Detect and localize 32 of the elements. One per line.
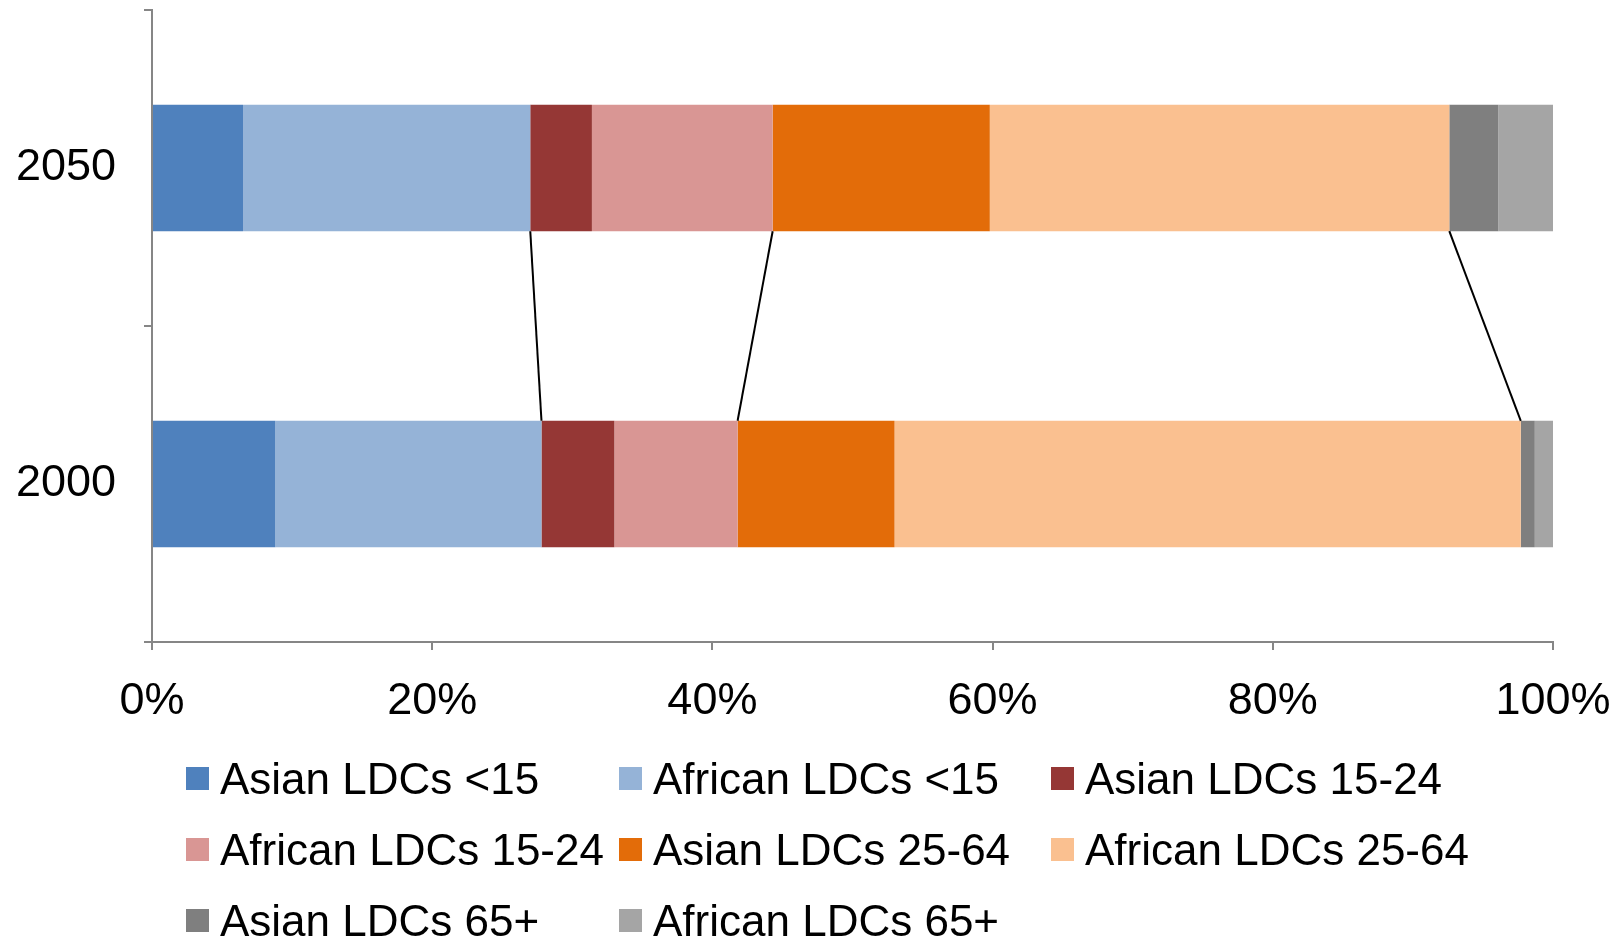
- y-tick-label: 2000: [15, 455, 116, 507]
- legend-label: Asian LDCs <15: [220, 753, 540, 804]
- bar: [614, 420, 738, 548]
- bar: [153, 420, 276, 548]
- bar: [1498, 104, 1553, 232]
- bar: [1520, 420, 1535, 548]
- legend-label: African LDCs <15: [653, 753, 1000, 804]
- x-tick-label: 20%: [387, 673, 478, 725]
- bar: [989, 104, 1450, 232]
- x-tick-label: 100%: [1495, 673, 1611, 725]
- legend-label: African LDCs 65+: [653, 895, 1000, 939]
- legend-label: African LDCs 25-64: [1085, 824, 1469, 875]
- bar: [894, 420, 1521, 548]
- x-tick-label: 60%: [947, 673, 1038, 725]
- x-tick-label: 40%: [667, 673, 758, 725]
- bar: [153, 104, 244, 232]
- y-tick-label: 2050: [15, 139, 116, 191]
- legend-label: Asian LDCs 15-24: [1085, 753, 1443, 804]
- bar: [1449, 104, 1499, 232]
- legend-label: Asian LDCs 65+: [220, 895, 540, 939]
- x-tick-label: 0%: [119, 673, 185, 725]
- x-tick-label: 80%: [1227, 673, 1318, 725]
- bar: [1534, 420, 1553, 548]
- legend-label: African LDCs 15-24: [220, 824, 604, 875]
- bar: [541, 420, 615, 548]
- legend-label: Asian LDCs 25-64: [653, 824, 1011, 875]
- bar: [772, 104, 990, 232]
- bar: [275, 420, 542, 548]
- bar: [737, 420, 895, 548]
- bar: [243, 104, 531, 232]
- bar: [530, 104, 592, 232]
- bar: [591, 104, 773, 232]
